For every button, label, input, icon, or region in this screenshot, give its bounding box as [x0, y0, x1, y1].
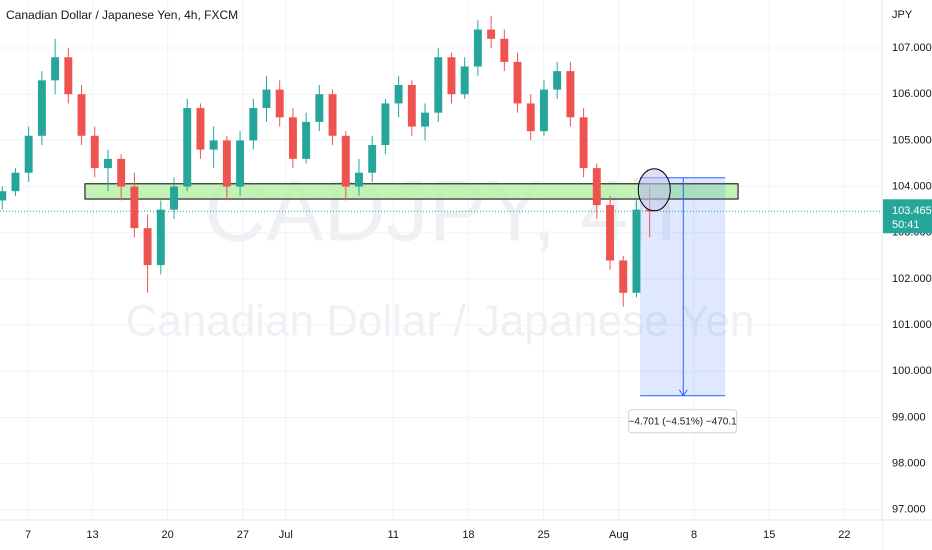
candle-body	[143, 228, 152, 266]
candle-body	[579, 117, 588, 169]
y-tick-label: 104.000	[892, 180, 932, 192]
candle-body	[90, 135, 99, 169]
candle-body	[460, 66, 469, 95]
y-tick-label: 100.000	[892, 365, 932, 377]
currency-label: JPY	[892, 9, 913, 21]
candle-body	[170, 186, 178, 210]
x-tick-label: 15	[763, 529, 775, 541]
x-tick-label: 20	[162, 529, 174, 541]
grid	[0, 0, 882, 520]
last-price-label: 103.465	[892, 205, 932, 217]
candle-body	[0, 191, 7, 201]
candle-body	[421, 112, 430, 127]
candle-body	[434, 57, 443, 113]
measure-area	[640, 177, 726, 396]
candle-body	[328, 94, 337, 136]
candle-body	[566, 71, 575, 118]
countdown-label: 50:41	[892, 219, 920, 231]
x-tick-label: 22	[838, 529, 850, 541]
candle-body	[130, 186, 139, 229]
candle-body	[77, 94, 86, 136]
candle-body	[394, 84, 403, 104]
y-tick-label: 97.000	[892, 504, 926, 516]
y-tick-label: 98.000	[892, 458, 926, 470]
candle-body	[249, 108, 258, 141]
x-tick-label: 25	[538, 529, 550, 541]
candle-body	[368, 145, 377, 173]
x-tick-label: 11	[388, 529, 399, 541]
candle-body	[315, 94, 324, 122]
candle-body	[262, 89, 271, 109]
price-axis	[882, 0, 932, 550]
candle-body	[513, 61, 522, 104]
candle-body	[51, 57, 60, 81]
x-tick-label: Aug	[609, 529, 629, 541]
measure-arrowhead	[678, 389, 688, 397]
support-zone	[84, 183, 739, 200]
y-tick-label: 107.000	[892, 42, 932, 54]
candle-body	[183, 108, 192, 187]
candle-body	[473, 29, 482, 67]
y-tick-label: 105.000	[892, 134, 932, 146]
candles	[0, 15, 654, 307]
candle-body	[487, 29, 496, 39]
watermark-name: Canadian Dollar / Japanese Yen	[126, 297, 755, 346]
candle-body	[288, 117, 297, 159]
measure-label-box	[628, 409, 738, 434]
drawings	[0, 177, 882, 397]
y-tick-label: 102.000	[892, 273, 932, 285]
candle-body	[302, 121, 311, 159]
candle-body	[37, 80, 46, 136]
x-tick-label: 18	[462, 529, 474, 541]
y-tick-label: 99.000	[892, 411, 926, 423]
candle-body	[500, 38, 509, 62]
candle-body	[619, 260, 628, 293]
candle-body	[24, 135, 33, 173]
candle-body	[526, 103, 535, 132]
candle-body	[209, 140, 218, 150]
highlight-circle	[637, 168, 671, 212]
time-axis	[0, 520, 882, 550]
candle-body	[447, 57, 456, 95]
x-tick-label: Jul	[279, 529, 293, 541]
candle-body	[381, 103, 390, 146]
x-tick-label: 7	[25, 529, 31, 541]
candle-body	[103, 158, 112, 169]
candle-body	[592, 168, 601, 206]
candle-body	[117, 158, 126, 187]
candle-body	[156, 209, 165, 266]
y-tick-label: 101.000	[892, 319, 932, 331]
candle-body	[355, 172, 363, 187]
axes: 97.000 98.000 99.000 100.000 101.000 102.000 1…	[25, 42, 932, 541]
candle-body	[64, 57, 73, 95]
x-tick-label: 8	[691, 529, 697, 541]
candle-body	[606, 205, 614, 261]
candle-body	[341, 135, 350, 187]
candle-body	[11, 172, 20, 192]
x-tick-label: 13	[86, 529, 98, 541]
candle-body	[632, 209, 641, 293]
candle-body	[553, 71, 562, 90]
candle-body	[236, 140, 245, 187]
candle-body	[196, 108, 205, 150]
measure-label: −4.701 (−4.51%) −470.1	[629, 416, 738, 427]
drawings-front: −4.701 (−4.51%) −470.1	[628, 168, 738, 434]
candle-body	[275, 89, 284, 118]
candle-body	[407, 84, 416, 127]
candle-body	[222, 140, 231, 187]
y-tick-label: 106.000	[892, 88, 932, 100]
chart-title: Canadian Dollar / Japanese Yen, 4h, FXCM	[6, 8, 238, 22]
x-tick-label: 27	[237, 529, 249, 541]
watermark-symbol: CADJPY, 4h	[204, 164, 676, 260]
candle-body	[539, 89, 548, 132]
last-price-box	[883, 199, 932, 234]
